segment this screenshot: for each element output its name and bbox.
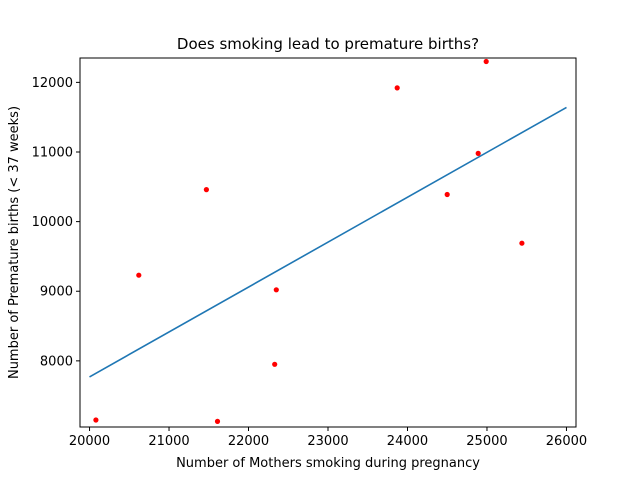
data-point	[272, 361, 278, 367]
data-point	[483, 58, 489, 65]
fit-line	[89, 106, 567, 378]
x-tick-label: 23000	[307, 434, 348, 449]
x-tick-label: 26000	[546, 434, 587, 449]
data-point	[93, 417, 99, 423]
data-point	[136, 272, 142, 278]
y-tick-label: 9000	[40, 285, 73, 300]
plot-content	[89, 58, 567, 424]
x-tick-label: 24000	[387, 434, 428, 449]
y-tick-label: 12000	[32, 76, 73, 91]
y-tick-label: 10000	[32, 215, 73, 230]
x-tick-label: 20000	[69, 434, 110, 449]
y-tick-label: 11000	[32, 145, 73, 160]
chart-title: Does smoking lead to premature births?	[177, 35, 479, 53]
data-point	[214, 418, 221, 424]
data-point	[519, 240, 525, 246]
x-tick-label: 22000	[228, 434, 269, 449]
data-point	[394, 85, 400, 91]
data-point	[444, 191, 450, 198]
y-axis: 8000 9000 10000 11000 12000	[32, 76, 80, 369]
x-axis: 20000 21000 22000 23000 24000 25000 26000	[69, 427, 587, 449]
x-tick-label: 25000	[466, 434, 507, 449]
y-tick-label: 8000	[40, 354, 73, 369]
data-point	[273, 287, 279, 293]
data-point	[203, 187, 209, 193]
x-axis-label: Number of Mothers smoking during pregnan…	[176, 456, 480, 471]
x-tick-label: 21000	[148, 434, 189, 449]
data-point	[475, 150, 481, 156]
y-axis-label: Number of Premature births (< 37 weeks)	[7, 106, 22, 379]
